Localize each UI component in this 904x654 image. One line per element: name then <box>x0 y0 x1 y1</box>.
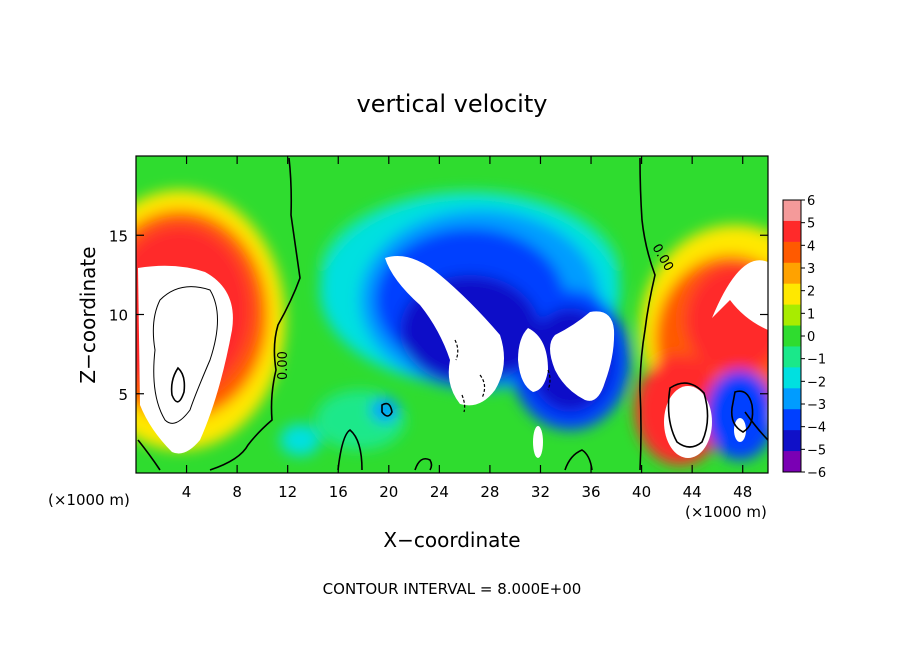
colorbar-label: 0 <box>807 330 815 345</box>
contour-label-left: 0.00 <box>276 351 291 380</box>
colorbar-swatch <box>783 241 801 264</box>
colorbar-swatch <box>783 430 801 452</box>
x-tick-label: 48 <box>733 483 752 501</box>
plot-area <box>136 156 768 473</box>
x-tick-label: 36 <box>581 483 600 501</box>
x-tick-label: 44 <box>683 483 702 501</box>
y-axis: 5 10 15 <box>109 227 768 404</box>
colorbar-label: −6 <box>807 466 826 481</box>
colorbar-label: 1 <box>807 307 815 322</box>
y-tick-label: 5 <box>118 386 128 404</box>
colorbar-label: 3 <box>807 262 815 277</box>
x-tick-label: 24 <box>430 483 449 501</box>
colorbar-label: −1 <box>807 353 826 368</box>
colorbar-swatch <box>783 346 801 368</box>
x-axis: 4 8 12 16 20 24 28 32 36 40 44 48 <box>182 156 752 501</box>
x-tick-label: 4 <box>182 483 192 501</box>
colorbar-label: −2 <box>807 375 826 390</box>
colorbar-label: 5 <box>807 217 815 232</box>
x-tick-label: 12 <box>278 483 297 501</box>
colorbar-swatch <box>783 388 801 410</box>
colorbar-label: 4 <box>807 239 815 254</box>
x-unit-right: (×1000 m) <box>685 503 767 521</box>
colorbar-label: −3 <box>807 398 826 413</box>
x-axis-label: X−coordinate <box>383 528 520 552</box>
colorbar-swatch <box>783 451 801 473</box>
colorbar-swatch <box>783 367 801 389</box>
x-tick-label: 40 <box>632 483 651 501</box>
chart-title: vertical velocity <box>357 90 548 118</box>
colorbar-swatch <box>783 283 801 306</box>
colorbar-label: 6 <box>807 194 815 209</box>
colorbar-swatch <box>783 262 801 285</box>
colorbar-swatch <box>783 325 801 347</box>
colorbar-label: −5 <box>807 443 826 458</box>
colorbar-swatch <box>783 220 801 243</box>
colorbar-swatch <box>783 409 801 431</box>
colorbar-label: 2 <box>807 285 815 300</box>
y-tick-label: 15 <box>109 227 128 245</box>
y-tick-label: 10 <box>109 307 128 325</box>
colorbar-label: −4 <box>807 421 826 436</box>
colorbar-swatch <box>783 200 801 222</box>
colorbar-swatch <box>783 304 801 327</box>
x-tick-label: 16 <box>329 483 348 501</box>
x-tick-label: 32 <box>531 483 550 501</box>
x-tick-label: 20 <box>379 483 398 501</box>
y-axis-label: Z−coordinate <box>76 246 100 383</box>
colorbar: 6 5 4 3 2 1 0 −1 −2 −3 −4 −5 −6 <box>782 194 826 481</box>
x-tick-label: 8 <box>232 483 242 501</box>
x-tick-label: 28 <box>480 483 499 501</box>
contour-interval-note: CONTOUR INTERVAL = 8.000E+00 <box>323 580 582 598</box>
x-unit-left: (×1000 m) <box>48 491 130 509</box>
